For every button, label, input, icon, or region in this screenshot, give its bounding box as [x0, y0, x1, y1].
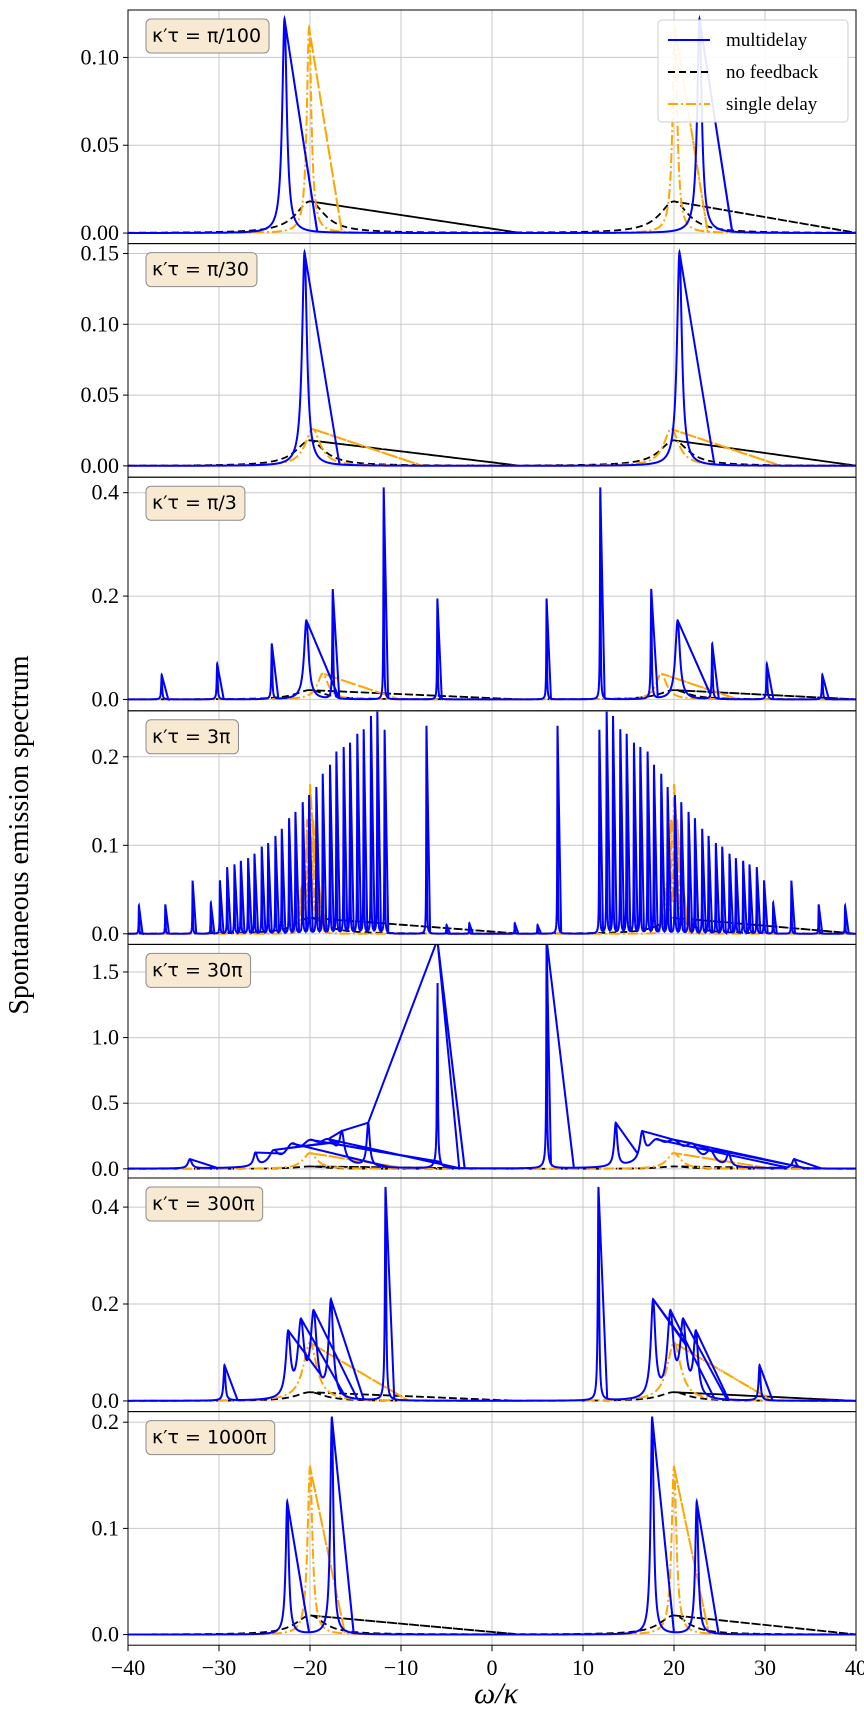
series-no-feedback — [128, 200, 856, 234]
panel-4: 0.0 0.1 0.2 κ′τ = 3π — [92, 710, 857, 946]
panel-tag-box — [145, 252, 258, 288]
y-tick-label: 0.2 — [92, 583, 120, 608]
series-multidelay — [128, 944, 856, 1170]
legend-frame — [657, 19, 849, 123]
y-tick-label: 0.00 — [81, 220, 120, 245]
series-single-delay — [128, 23, 856, 235]
panels: 0.000.050.10κ′τ = π/1000.000.050.100.15κ… — [81, 9, 864, 1680]
x-axis: −40 −30 −20 −10 0 10 20 30 40 — [111, 1645, 864, 1680]
panel-tag-box — [145, 485, 246, 521]
panel-tag-box — [145, 1186, 264, 1222]
y-tick-label: 0.05 — [81, 382, 120, 407]
panel-tag: κ′τ = 1000π — [152, 1427, 267, 1449]
panel-tag-box — [145, 719, 239, 755]
y-tick-label: 0.4 — [92, 480, 120, 505]
plot-area — [128, 487, 856, 702]
y-tick-label: 1.0 — [92, 1025, 120, 1050]
x-tick-label: −40 — [111, 1655, 145, 1680]
y-axis-label: Spontaneous emission spectrum — [4, 655, 35, 1015]
legend-label: multidelay — [726, 30, 808, 51]
x-axis-label: ω/κ — [474, 1677, 519, 1710]
panel-3: 0.0 0.2 0.4 κ′τ = π/3 — [92, 476, 857, 711]
y-tick-label: 0.2 — [92, 1409, 120, 1434]
legend: multidelay no feedback single delay — [657, 19, 849, 123]
plot-area — [128, 944, 856, 1170]
y-tick-label: 0.4 — [92, 1194, 120, 1219]
panel-tag-box — [145, 18, 270, 54]
series-multidelay — [128, 1416, 856, 1636]
plot-area — [128, 248, 856, 467]
panel-tag: κ′τ = 30π — [152, 959, 243, 981]
y-tick-label: 0.2 — [92, 1291, 120, 1316]
x-tick-label: 30 — [754, 1655, 776, 1680]
series-no-feedback — [128, 1614, 856, 1636]
y-tick-label: 0.1 — [92, 1515, 120, 1540]
series-multidelay — [128, 14, 856, 234]
panel-7: 0.0 0.1 0.2 κ′τ = 1000π — [92, 1409, 857, 1647]
panel-tag: κ′τ = 300π — [152, 1193, 255, 1215]
series-multidelay — [128, 248, 856, 467]
y-tick-label: 0.2 — [92, 744, 120, 769]
y-tick-label: 0.0 — [92, 1156, 120, 1181]
y-tick-label: 0.5 — [92, 1090, 120, 1115]
y-tick-label: 0.10 — [81, 44, 120, 69]
x-tick-label: −20 — [293, 1655, 327, 1680]
panel-2: 0.00 0.05 0.10 0.15 κ′τ = π/30 — [81, 241, 857, 478]
panel-tag: κ′τ = π/100 — [152, 25, 261, 47]
y-tick-label: 0.0 — [92, 1388, 120, 1413]
y-tick-label: 0.15 — [81, 241, 120, 266]
legend-label: no feedback — [726, 62, 819, 83]
y-tick-label: 0.0 — [92, 686, 120, 711]
x-tick-label: 0 — [487, 1655, 498, 1680]
y-tick-label: 0.0 — [92, 921, 120, 946]
panel-tag-box — [145, 1420, 276, 1456]
plot-area — [128, 1186, 856, 1402]
plot-area — [128, 711, 856, 936]
panel-tag-box — [145, 952, 252, 988]
x-tick-label: 40 — [845, 1655, 864, 1680]
panel-tag: κ′τ = π/3 — [152, 492, 237, 514]
plot-area — [128, 14, 856, 235]
series-multidelay — [128, 1186, 856, 1402]
y-tick-label: 0.05 — [81, 132, 120, 157]
panel-tag: κ′τ = π/30 — [152, 259, 249, 281]
plot-area — [128, 1416, 856, 1636]
panel-tag: κ′τ = 3π — [152, 726, 230, 748]
panel-5: 0.0 0.5 1.0 1.5 κ′τ = 30π — [92, 943, 857, 1181]
panel-6: 0.0 0.2 0.4 κ′τ = 300π — [92, 1177, 857, 1413]
x-tick-label: −10 — [384, 1655, 418, 1680]
y-tick-label: 0.10 — [81, 311, 120, 336]
x-tick-label: 20 — [663, 1655, 685, 1680]
series-multidelay — [128, 711, 856, 936]
y-tick-label: 1.5 — [92, 959, 120, 984]
panel-1: 0.00 0.05 0.10 κ′τ = π/100 — [81, 9, 857, 245]
series-multidelay — [128, 487, 856, 702]
y-tick-label: 0.1 — [92, 832, 120, 857]
y-tick-label: 0.0 — [92, 1622, 120, 1647]
x-tick-label: 10 — [572, 1655, 594, 1680]
legend-label: single delay — [726, 94, 818, 115]
x-tick-label: −30 — [202, 1655, 236, 1680]
y-tick-label: 0.00 — [81, 453, 120, 478]
